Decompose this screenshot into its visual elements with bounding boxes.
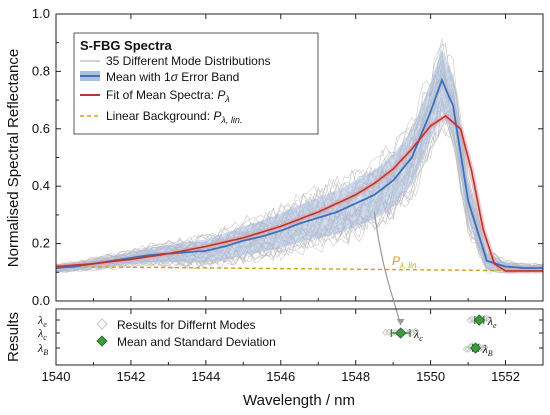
result-mode-marker [485,315,493,323]
results-y-tick-label: λB [37,341,48,357]
legend-entry-results-mean: Mean and Standard Deviation [117,335,276,349]
legend-box [73,32,319,135]
x-tick-label: 1546 [266,369,295,384]
fit-line [55,114,543,272]
results-legend: Results for Differnt Modes Mean and Stan… [96,318,276,349]
result-mode-marker [481,343,489,351]
result-label-e: λe [487,314,497,330]
result-label-B: λB [482,342,493,358]
connector-arrowhead [396,319,405,325]
x-tick-label: 1548 [341,369,370,384]
x-tick-label: 1552 [491,369,520,384]
y-tick-label: 1.0 [32,6,50,21]
result-mode-marker [483,314,491,322]
error-band [56,48,543,271]
y-tick-label: 0.6 [32,121,50,136]
result-mean-marker [473,314,485,326]
x-tick-label: 1544 [191,369,220,384]
legend-entry-background: Linear Background: Pλ, lin. [106,109,242,125]
result-mode-marker [468,315,476,323]
connector-arrow [373,211,402,326]
y-tick-label: 0.0 [32,293,50,308]
results-points: λc λe λB [382,314,497,358]
spectra-panel: 0.0 0.2 0.4 0.6 0.8 1.0 S-FBG Spectra 35 Diff… [5,6,544,314]
result-mean-marker [470,342,482,354]
legend-entry-modes: 35 Different Mode Distributions [106,54,271,68]
y-tick-label: 0.2 [32,236,50,251]
legend: S-FBG Spectra 35 Different Mode Distribu… [73,32,319,135]
result-label-c: λc [413,327,423,343]
x-axis-label: Wavelength / nm [243,392,355,409]
y-axis-label: Normalised Spectral Reflectance [5,49,22,267]
y-axis: 0.0 0.2 0.4 0.6 0.8 1.0 [32,6,543,308]
x-tick-label: 1542 [116,369,145,384]
y-tick-label: 0.4 [32,178,50,193]
legend-marker-mean [96,335,108,347]
result-mode-marker [479,344,487,353]
result-mean-marker [395,327,407,339]
mean-line [55,77,543,269]
legend-entry-fit: Fit of Mean Spectra: Pλ [106,88,230,104]
results-y-label: Results [5,312,22,362]
mode-spectrum-line [55,126,544,273]
x-tick-label: 1550 [416,369,445,384]
legend-entry-results-modes: Results for Differnt Modes [117,318,256,332]
results-y-tick-label: λe [37,313,47,329]
result-mode-marker [480,314,489,322]
x-axis: 1540 1542 1544 1546 1548 1550 1552 [42,360,520,384]
y-tick-label: 0.8 [32,63,50,78]
series-layer [55,77,544,274]
legend-entry-mean: Mean with 1σ Error Band [106,70,239,84]
result-mode-marker [462,345,470,353]
legend-marker-modes [96,318,108,330]
results-frame [55,308,544,366]
linear-background-line [55,265,544,272]
legend-heading: S-FBG Spectra [80,38,173,53]
error-band-layer [56,48,543,271]
result-mode-marker [412,327,420,335]
background-annotation: Pλ, lin. [392,254,419,270]
x-tick-label: 1540 [42,369,71,384]
result-mode-marker [382,328,390,336]
result-mode-marker [388,329,396,337]
results-y-tick-label: λc [37,326,47,342]
